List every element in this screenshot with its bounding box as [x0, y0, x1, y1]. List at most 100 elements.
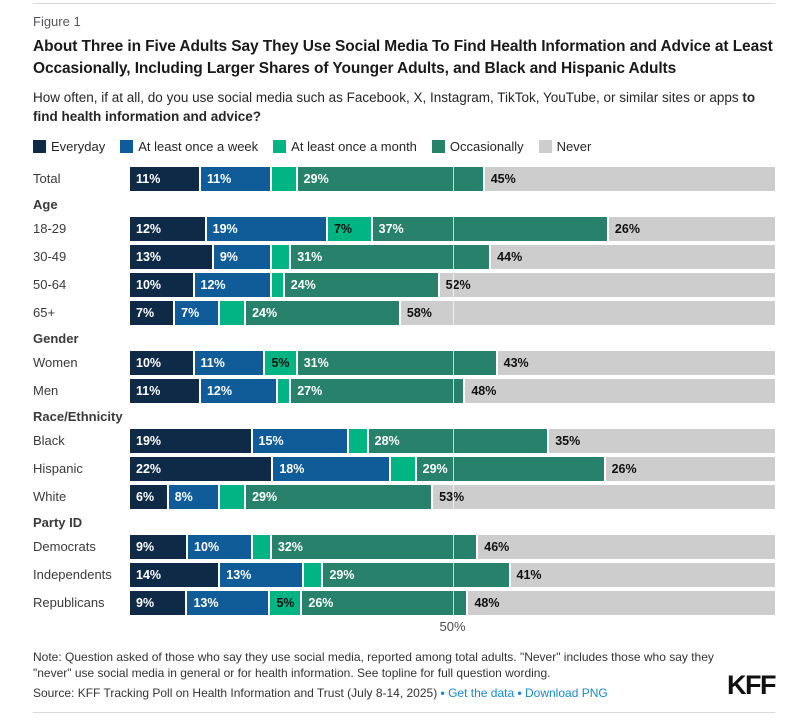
segment-at-least-once-a-week: 13% [187, 590, 271, 615]
top-divider [33, 3, 775, 4]
bar-track: 11% 11% 29% 45% [130, 166, 775, 191]
bar-track: 13% 9% 31% 44% [130, 244, 775, 269]
segment-occasionally: 24% [246, 300, 401, 325]
bar-track: 6% 8% 29% 53% [130, 484, 775, 509]
segment-at-least-once-a-week: 12% [200, 378, 279, 403]
segment-never: 35% [549, 428, 775, 453]
segment-value: 31% [297, 249, 323, 264]
segment-occasionally: 37% [372, 216, 609, 241]
bar-row-women: Women 10% 11% 5% 31% 43% [33, 350, 775, 375]
footer: Note: Question asked of those who say th… [33, 649, 776, 701]
segment-everyday: 12% [130, 216, 207, 241]
segment-occasionally: 29% [297, 166, 485, 191]
segment-value: 41% [516, 567, 542, 582]
segment-never: 48% [465, 378, 775, 403]
bar-row-white: White 6% 8% 29% 53% [33, 484, 775, 509]
segment-value: 35% [555, 433, 581, 448]
segment-everyday: 6% [130, 484, 169, 509]
segment-value: 29% [303, 171, 329, 186]
segment-at-least-once-a-month: 5% [270, 590, 303, 615]
axis-tick-label: 50% [439, 618, 466, 634]
kff-logo: KFF [727, 670, 776, 701]
segment-value: 12% [136, 221, 162, 236]
note-text: Note: Question asked of those who say th… [33, 649, 714, 680]
segment-occasionally: 26% [302, 590, 469, 615]
segment-occasionally: 31% [297, 350, 498, 375]
bar-track: 10% 11% 5% 31% 43% [130, 350, 775, 375]
legend-swatch-at-least-once-a-month [273, 139, 287, 153]
segment-never: 45% [484, 166, 775, 191]
segment-at-least-once-a-month [271, 272, 285, 297]
segment-value: 22% [136, 461, 162, 476]
segment-at-least-once-a-month [220, 300, 247, 325]
segment-never: 52% [439, 272, 775, 297]
segment-value: 31% [303, 355, 329, 370]
chart-subtitle: How often, if at all, do you use social … [33, 89, 775, 127]
segment-value: 48% [474, 595, 500, 610]
segment-at-least-once-a-week: 11% [194, 350, 266, 375]
segment-everyday: 9% [130, 590, 188, 615]
segment-at-least-once-a-month [252, 534, 272, 559]
source-text: Source: KFF Tracking Poll on Health Info… [33, 686, 717, 700]
segment-value: 58% [406, 305, 432, 320]
segment-at-least-once-a-week: 10% [188, 534, 253, 559]
chart-area: Total 11% 11% 29% 45% Age 18-29 12% 19% 7% 37% 26% 3… [33, 166, 775, 615]
legend-label: Everyday [51, 138, 106, 154]
row-label: Democrats [33, 539, 96, 555]
segment-value: 5% [276, 595, 295, 610]
segment-at-least-once-a-week: 8% [168, 484, 221, 509]
bottom-divider [33, 712, 775, 713]
legend-swatch-occasionally [431, 139, 445, 153]
segment-value: 11% [136, 383, 161, 398]
get-the-data-link[interactable]: Get the data [448, 686, 515, 701]
subtitle-regular: How often, if at all, do you use social … [33, 90, 743, 105]
footnotes: Note: Question asked of those who say th… [33, 649, 717, 700]
bullet-separator: • [437, 686, 449, 701]
row-label: 18-29 [33, 221, 67, 237]
segment-everyday: 22% [130, 456, 274, 481]
segment-value: 5% [271, 355, 290, 370]
legend-swatch-never [538, 139, 552, 153]
segment-value: 7% [136, 305, 155, 320]
segment-everyday: 19% [130, 428, 253, 453]
bar-track: 9% 13% 5% 26% 48% [130, 590, 775, 615]
legend-item-occasionally: Occasionally [431, 139, 524, 154]
segment-everyday: 10% [130, 272, 195, 297]
segment-everyday: 9% [130, 534, 189, 559]
segment-at-least-once-a-week: 9% [213, 244, 272, 269]
row-label: Republicans [33, 595, 105, 611]
segment-never: 53% [433, 484, 775, 509]
bar-track: 14% 13% 29% 41% [130, 562, 775, 587]
segment-occasionally: 24% [284, 272, 440, 297]
group-header-gender: Gender [33, 331, 79, 347]
segment-at-least-once-a-week: 18% [273, 456, 391, 481]
segment-value: 24% [290, 277, 316, 292]
subtitle-bold: to find health information and advice? [33, 90, 756, 124]
segment-value: 24% [252, 305, 278, 320]
group-header-age: Age [33, 197, 58, 213]
bar-track: 9% 10% 32% 46% [130, 534, 775, 559]
row-label: White [33, 489, 67, 505]
segment-at-least-once-a-month: 5% [265, 350, 298, 375]
segment-occasionally: 29% [416, 456, 606, 481]
bar-row-black: Black 19% 15% 28% 35% [33, 428, 775, 453]
bar-row-total: Total 11% 11% 29% 45% [33, 166, 775, 191]
download-png-link[interactable]: Download PNG [525, 686, 608, 701]
segment-never: 46% [478, 534, 775, 559]
segment-value: 10% [136, 277, 162, 292]
segment-at-least-once-a-month [278, 378, 292, 403]
segment-at-least-once-a-week: 13% [220, 562, 305, 587]
segment-occasionally: 29% [246, 484, 434, 509]
segment-everyday: 11% [130, 166, 201, 191]
segment-value: 29% [329, 567, 355, 582]
segment-everyday: 14% [130, 562, 221, 587]
bar-row-65: 65+ 7% 7% 24% 58% [33, 300, 775, 325]
row-label: 30-49 [33, 249, 67, 265]
bar-row-hispanic: Hispanic 22% 18% 29% 26% [33, 456, 775, 481]
bar-row-18-29: 18-29 12% 19% 7% 37% 26% [33, 216, 775, 241]
segment-never: 41% [510, 562, 775, 587]
segment-everyday: 7% [130, 300, 176, 325]
segment-value: 18% [279, 461, 305, 476]
segment-occasionally: 28% [368, 428, 550, 453]
